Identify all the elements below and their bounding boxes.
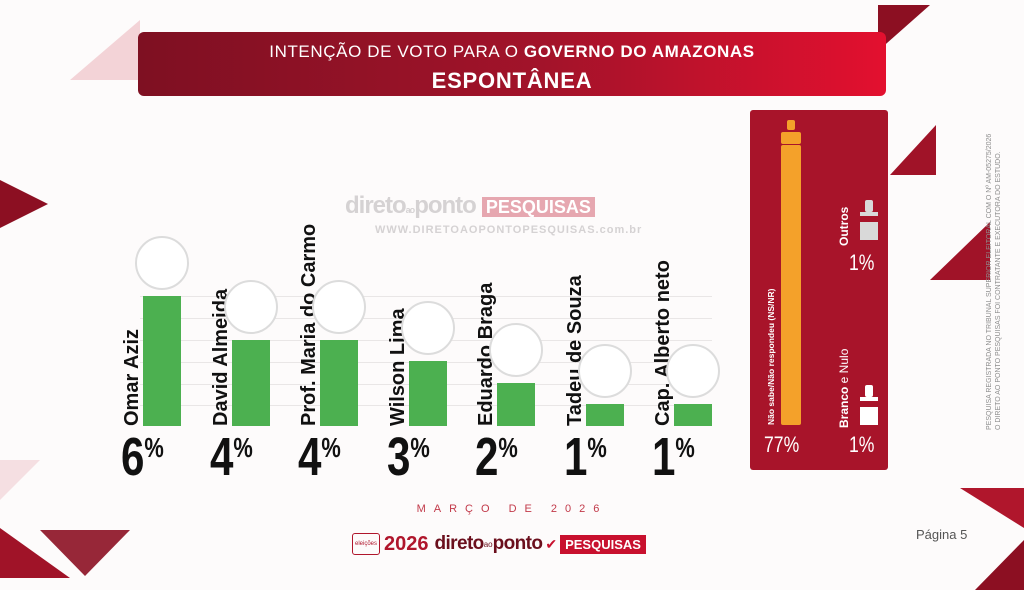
label-ns-nr: Não sabe/Não respondeu (NS/NR) — [766, 288, 776, 426]
avatar-eduardo-braga — [489, 322, 543, 377]
value-ns-nr: 77% — [764, 432, 800, 457]
decor-triangle — [0, 180, 48, 228]
watermark-brand-a: direto — [345, 192, 407, 219]
bar-tadeu-de-souza — [586, 404, 624, 426]
election-seal-icon: eleições — [352, 533, 380, 555]
ballot-box-icon — [860, 385, 878, 425]
gridline — [140, 296, 712, 297]
bar-omar-aziz — [143, 296, 181, 426]
footer-year: 2026 — [384, 532, 429, 555]
avatar-omar-aziz — [135, 236, 189, 291]
avatar-david-almeida — [224, 279, 278, 334]
decor-triangle — [975, 540, 1024, 590]
value-omar-aziz: 6% — [121, 427, 164, 487]
watermark-url: WWW.DIRETOAOPONTOPESQUISAS.com.br — [375, 224, 643, 236]
bar-david-almeida — [232, 339, 270, 426]
title-line-1: INTENÇÃO DE VOTO PARA O GOVERNO DO AMAZO… — [138, 42, 886, 62]
label-omar-aziz: Omar Aziz — [121, 328, 143, 426]
title-banner: INTENÇÃO DE VOTO PARA O GOVERNO DO AMAZO… — [138, 32, 886, 96]
title-bold: GOVERNO DO AMAZONAS — [523, 42, 755, 61]
decor-triangle — [70, 20, 140, 80]
bar-alberto-neto — [674, 404, 712, 426]
watermark: diretoaoponto PESQUISAS WWW.DIRETOAOPONTO… — [345, 192, 645, 236]
value-david-almeida: 4% — [210, 427, 253, 487]
label-branco-nulo: Branco e Nulo — [837, 348, 851, 428]
footer-brand-b: ponto — [492, 533, 543, 554]
avatar-tadeu-de-souza — [578, 344, 632, 399]
value-eduardo-braga: 2% — [475, 427, 518, 487]
value-maria-do-carmo: 4% — [298, 427, 341, 487]
title-prefix: INTENÇÃO DE VOTO PARA O — [269, 42, 524, 61]
decor-triangle — [0, 460, 40, 500]
decor-triangle — [890, 125, 936, 175]
label-outros: Outros — [837, 206, 851, 246]
page-number: Página 5 — [916, 527, 968, 542]
decor-triangle — [878, 5, 930, 51]
value-wilson-lima: 3% — [387, 427, 430, 487]
label-alberto-neto: Cap. Alberto neto — [652, 260, 674, 426]
bar-wilson-lima — [409, 361, 447, 426]
avatar-maria-do-carmo — [312, 279, 366, 334]
bar-maria-do-carmo — [320, 339, 358, 426]
decor-triangle — [40, 530, 130, 576]
bar-ns-nr — [781, 145, 801, 425]
value-tadeu-de-souza: 1% — [564, 427, 607, 487]
footer-logo: eleições 2026 direto ao ponto ✔ PESQUISA… — [352, 532, 646, 556]
watermark-brand-box: PESQUISAS — [481, 197, 595, 217]
registration-note: PESQUISA REGISTRADA NO TRIBUNAL SUPERIOR… — [985, 134, 1003, 430]
avatar-alberto-neto — [666, 344, 720, 399]
bar-eduardo-braga — [497, 382, 535, 426]
avatar-wilson-lima — [401, 301, 455, 356]
note-line-2: O DIRETO AO PONTO PESQUISAS FOI CONTRATA… — [995, 151, 1002, 430]
ballot-box-icon — [781, 120, 801, 144]
subtitle: ESPONTÂNEA — [431, 68, 593, 93]
watermark-brand-b: ponto — [414, 192, 477, 219]
note-line-1: PESQUISA REGISTRADA NO TRIBUNAL SUPERIOR… — [986, 133, 993, 430]
check-icon: ✔ — [545, 535, 558, 552]
label-tadeu-de-souza: Tadeu de Souza — [564, 275, 586, 426]
footer-brand-box: PESQUISAS — [560, 534, 646, 554]
footer-brand-a: direto — [434, 533, 485, 554]
value-outros: 1% — [849, 250, 875, 275]
decor-triangle — [960, 488, 1024, 528]
watermark-brand-small: ao — [405, 205, 415, 215]
value-alberto-neto: 1% — [652, 427, 695, 487]
ballot-box-icon — [860, 200, 878, 240]
decor-triangle — [930, 222, 990, 280]
footer-brand-small: ao — [483, 539, 493, 549]
label-maria-do-carmo: Prof. Maria do Carmo — [298, 223, 320, 426]
value-branco-nulo: 1% — [849, 432, 875, 457]
date-label: MARÇO DE 2026 — [416, 503, 608, 515]
